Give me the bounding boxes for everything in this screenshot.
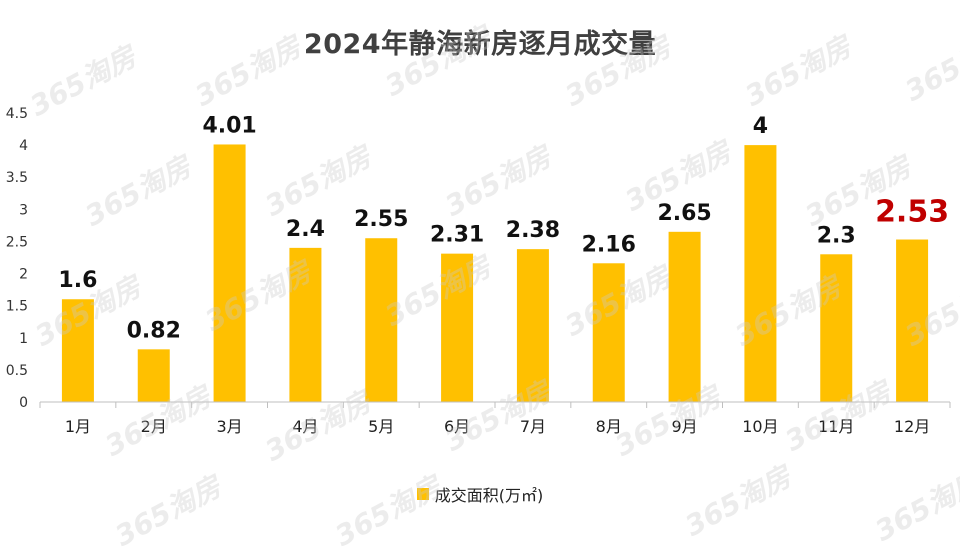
y-tick-label: 4 (19, 138, 28, 154)
data-label: 0.82 (127, 318, 181, 343)
y-tick-label: 1 (19, 331, 28, 347)
bar (592, 263, 625, 402)
bar (820, 254, 853, 402)
x-tick-label: 8月 (596, 417, 622, 436)
y-tick-label: 3.5 (6, 170, 28, 186)
y-tick-label: 2 (19, 267, 28, 283)
x-axis: 1月 2月 3月 4月 5月 6月 7月 8月 9月 10月 11月 12月 (39, 401, 951, 436)
legend-label: 成交面积(万㎡) (434, 486, 544, 505)
bar (744, 145, 777, 402)
x-tick-label: 6月 (444, 417, 470, 436)
bar (668, 231, 701, 402)
data-label: 1.6 (58, 268, 97, 293)
data-label: 2.3 (817, 223, 856, 248)
bar (516, 249, 549, 402)
bar (896, 239, 929, 402)
data-label: 2.55 (354, 207, 408, 232)
x-tick-label: 1月 (65, 417, 91, 436)
x-tick-label: 5月 (368, 417, 394, 436)
bar-chart: 00.511.522.533.544.5 1月 2月 3月 4月 5月 6月 7月 8月 9月 1… (6, 106, 951, 436)
bars (61, 144, 929, 403)
y-tick-label: 3 (19, 202, 28, 218)
chart-title: 2024年静海新房逐月成交量 (303, 29, 657, 60)
y-tick-label: 4.5 (6, 106, 28, 122)
data-labels: 1.6 0.82 4.01 2.4 2.55 2.31 2.38 2.16 2.65 4 2.3 2.… (58, 113, 949, 343)
bar (61, 299, 94, 402)
x-tick-label: 12月 (894, 417, 930, 436)
x-tick-label: 7月 (520, 417, 546, 436)
x-tick-label: 4月 (292, 417, 318, 436)
x-tick-label: 3月 (216, 417, 242, 436)
bar (441, 253, 474, 402)
bar (137, 349, 170, 402)
data-label: 2.4 (286, 217, 325, 242)
bar (213, 144, 246, 403)
y-tick-label: 1.5 (6, 299, 28, 315)
data-label: 2.65 (657, 201, 711, 226)
y-tick-label: 2.5 (6, 234, 28, 250)
data-label: 4.01 (202, 113, 256, 138)
y-tick-label: 0.5 (6, 363, 28, 379)
x-tick-label: 2月 (141, 417, 167, 436)
data-label-highlight: 2.53 (875, 195, 949, 230)
x-tick-label: 11月 (818, 417, 854, 436)
x-tick-label: 9月 (671, 417, 697, 436)
legend: 成交面积(万㎡) (0, 482, 960, 506)
x-tick-label: 10月 (742, 417, 778, 436)
data-label: 2.16 (582, 232, 636, 257)
data-label: 2.31 (430, 223, 484, 248)
data-label: 2.38 (506, 218, 560, 243)
bar (289, 247, 322, 402)
legend-swatch (416, 488, 429, 500)
bar (365, 238, 398, 402)
data-label: 4 (753, 114, 768, 139)
y-axis: 0 0.5 1 1.5 2 2.5 3 3.5 4 4.5 (6, 106, 28, 411)
y-tick-label: 0 (19, 395, 28, 411)
